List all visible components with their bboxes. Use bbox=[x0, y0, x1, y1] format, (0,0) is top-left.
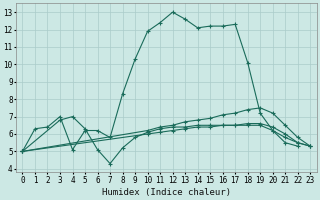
X-axis label: Humidex (Indice chaleur): Humidex (Indice chaleur) bbox=[102, 188, 231, 197]
